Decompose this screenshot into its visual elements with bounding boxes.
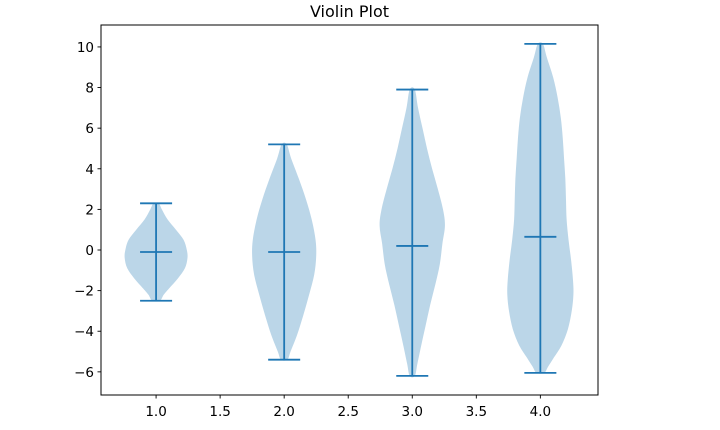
y-tick-label: 0	[85, 243, 94, 259]
plot-frame	[100, 24, 599, 396]
chart-title: Violin Plot	[310, 2, 389, 21]
violin-1	[124, 202, 188, 302]
y-tick-label: 6	[85, 121, 94, 137]
y-tick-label: 8	[85, 81, 94, 97]
violin-4	[507, 42, 574, 374]
violin-2	[252, 142, 317, 361]
y-tick-label: −2	[74, 284, 94, 300]
violins-layer	[124, 42, 574, 378]
y-tick-label: 2	[85, 202, 94, 218]
violin-3	[379, 87, 445, 378]
y-tick-label: −4	[74, 324, 94, 340]
x-axis: 1.0 1.5 2.0 2.5 3.0 3.5 4.0	[145, 395, 551, 420]
x-tick-label: 1.5	[209, 404, 230, 420]
y-tick-label: −6	[74, 365, 94, 381]
y-tick-label: 10	[77, 40, 94, 56]
y-axis: 10 8 6 4 2 0 −2 −4 −6	[74, 40, 101, 381]
x-tick-label: 3.0	[402, 404, 423, 420]
y-tick-label: 4	[85, 162, 94, 178]
x-tick-label: 3.5	[466, 404, 487, 420]
x-tick-label: 2.5	[337, 404, 358, 420]
x-tick-label: 4.0	[530, 404, 551, 420]
x-tick-label: 1.0	[145, 404, 166, 420]
x-tick-label: 2.0	[273, 404, 294, 420]
